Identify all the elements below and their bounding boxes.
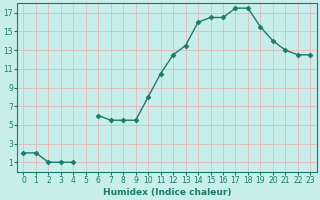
X-axis label: Humidex (Indice chaleur): Humidex (Indice chaleur) [103, 188, 231, 197]
